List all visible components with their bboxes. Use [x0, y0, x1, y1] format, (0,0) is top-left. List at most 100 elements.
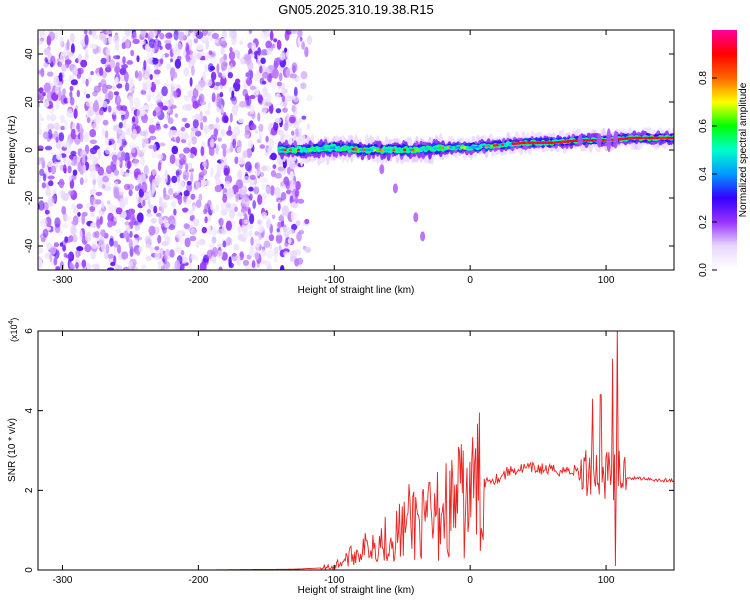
noise-blob	[102, 175, 110, 183]
noise-blob	[277, 221, 283, 229]
noise-blob	[50, 165, 57, 175]
noise-blob	[90, 170, 97, 181]
ridge-core	[547, 141, 551, 145]
noise-blob	[210, 167, 214, 178]
noise-blob	[145, 243, 151, 249]
noise-blob	[147, 198, 151, 207]
noise-blob	[139, 130, 147, 137]
noise-blob	[208, 50, 213, 55]
noise-blob	[119, 134, 126, 140]
noise-blob	[279, 52, 286, 61]
ridge-core	[400, 148, 405, 152]
noise-blob	[77, 212, 81, 217]
noise-blob	[113, 91, 120, 96]
noise-blob	[238, 156, 245, 165]
noise-blob	[76, 246, 84, 252]
colorbar-tick-label: 0.6	[698, 119, 709, 133]
ridge-core	[650, 136, 655, 140]
noise-blob	[58, 178, 65, 189]
noise-blob	[167, 117, 174, 125]
noise-blob	[81, 76, 86, 84]
noise-blob	[222, 240, 227, 248]
noise-blob	[266, 92, 272, 103]
noise-blob	[173, 30, 179, 41]
noise-blob	[141, 148, 147, 154]
noise-blob	[87, 76, 92, 83]
ridge-core	[468, 146, 473, 149]
ridge-core	[506, 143, 511, 146]
noise-blob	[149, 135, 157, 141]
noise-blob	[53, 75, 60, 87]
noise-blob	[231, 30, 237, 39]
noise-blob	[183, 147, 191, 154]
noise-blob	[174, 113, 179, 118]
noise-blob	[38, 173, 41, 183]
noise-blob	[261, 104, 268, 114]
noise-blob	[236, 211, 244, 217]
noise-blob	[169, 154, 176, 165]
noise-blob	[163, 123, 168, 129]
ridge-core	[645, 136, 649, 140]
noise-blob	[242, 259, 250, 266]
noise-blob	[143, 59, 147, 71]
noise-blob	[229, 47, 233, 53]
noise-blob	[267, 249, 274, 259]
noise-blob	[300, 71, 308, 80]
noise-blob	[149, 117, 155, 126]
noise-blob	[169, 90, 174, 102]
ridge-core	[590, 139, 595, 142]
noise-blob	[63, 142, 67, 148]
noise-blob	[39, 157, 45, 162]
noise-blob	[190, 253, 196, 261]
noise-blob	[93, 85, 102, 93]
noise-blob	[293, 86, 298, 98]
ridge-core	[305, 148, 309, 152]
ridge-core	[631, 136, 635, 140]
noise-blob	[106, 84, 113, 90]
ridge-core	[373, 148, 377, 152]
noise-blob	[154, 95, 161, 102]
noise-blob	[260, 57, 266, 65]
ridge-core	[294, 148, 299, 152]
noise-blob	[297, 198, 305, 204]
noise-blob	[182, 132, 189, 140]
noise-blob	[144, 235, 152, 245]
noise-blob	[85, 100, 93, 107]
noise-blob	[87, 106, 95, 117]
ridge-core	[411, 148, 415, 152]
colorbar-tick-label: 0.4	[698, 167, 709, 181]
noise-blob	[118, 137, 122, 147]
noise-blob	[64, 236, 68, 243]
noise-blob	[264, 165, 271, 172]
noise-blob	[130, 147, 136, 154]
noise-blob	[121, 251, 129, 260]
noise-blob	[278, 215, 285, 222]
noise-blob	[298, 229, 305, 235]
noise-blob	[84, 48, 89, 54]
noise-blob	[160, 174, 168, 185]
noise-blob	[165, 32, 173, 39]
ridge-core	[381, 148, 386, 152]
noise-blob	[85, 78, 89, 87]
ridge-core	[522, 141, 527, 145]
noise-blob	[91, 122, 99, 131]
ridge-core	[291, 148, 296, 152]
noise-blob	[283, 251, 289, 257]
ridge-core	[422, 148, 426, 151]
noise-blob	[147, 30, 155, 40]
ridge-core	[327, 146, 331, 150]
noise-blob	[281, 87, 287, 95]
ridge-core	[487, 144, 492, 148]
noise-blob	[248, 229, 253, 237]
noise-blob	[66, 110, 74, 119]
noise-blob	[107, 105, 112, 113]
noise-blob	[295, 220, 301, 227]
ridge-core	[397, 148, 402, 152]
noise-blob	[150, 81, 156, 93]
noise-blob	[210, 71, 217, 81]
noise-blob	[153, 30, 158, 37]
colorbar-tick-label: 0.0	[698, 263, 709, 277]
noise-blob	[47, 123, 55, 130]
noise-blob	[88, 30, 93, 35]
